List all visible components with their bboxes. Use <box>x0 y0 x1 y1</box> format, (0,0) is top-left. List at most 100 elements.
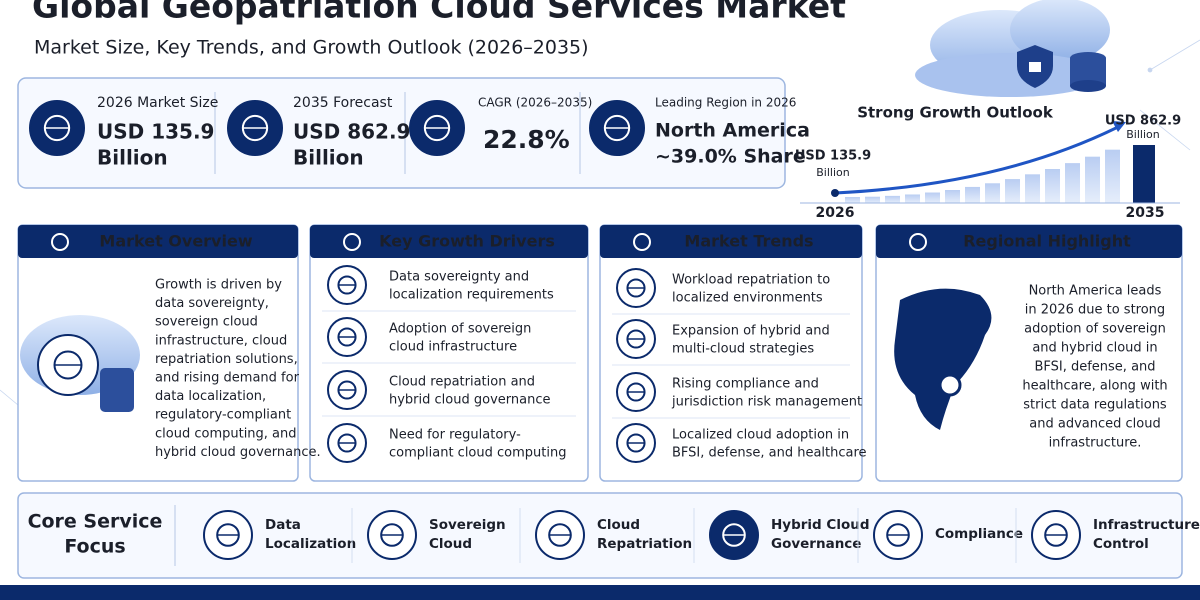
panel-item: cloud infrastructure <box>389 340 517 355</box>
panel-header <box>310 225 588 258</box>
stat-value: Billion <box>97 146 168 170</box>
stat-label: 2035 Forecast <box>293 95 393 111</box>
panel-title: Market Overview <box>99 232 252 251</box>
start-dot <box>831 189 839 197</box>
core-title: Core Service <box>28 511 163 533</box>
growth-bar <box>1025 174 1040 203</box>
core-item: Compliance <box>935 526 1023 542</box>
regional-line: infrastructure. <box>1049 436 1142 451</box>
overview-line: sovereign cloud <box>155 315 258 330</box>
regional-line: BFSI, defense, and <box>1034 360 1155 375</box>
panel-item: BFSI, defense, and healthcare <box>672 446 867 461</box>
panel-item: localized environments <box>672 291 823 306</box>
growth-end-value: USD 862.9 <box>1105 114 1181 129</box>
growth-bar <box>1065 163 1080 203</box>
core-item: Sovereign <box>429 517 506 533</box>
panel-item: Data sovereignty and <box>389 270 529 285</box>
panel-item: Cloud repatriation and <box>389 375 535 390</box>
panel-item: compliant cloud computing <box>389 446 566 461</box>
core-item: Hybrid Cloud <box>771 517 870 533</box>
panel-item: jurisdiction risk management <box>671 395 862 410</box>
growth-start-year: 2026 <box>816 205 855 221</box>
stat-label: Leading Region in 2026 <box>655 96 796 110</box>
stat-label: 2026 Market Size <box>97 95 218 111</box>
regional-line: adoption of sovereign <box>1024 322 1166 337</box>
overview-line: regulatory-compliant <box>155 408 291 423</box>
growth-end-year: 2035 <box>1126 205 1165 221</box>
stats-box <box>17 77 786 189</box>
regional-line: healthcare, along with <box>1022 379 1167 394</box>
map-art <box>894 288 992 430</box>
stat-value: USD 862.9 <box>293 120 410 144</box>
overview-line: infrastructure, cloud <box>155 333 287 348</box>
overview-line: repatriation solutions, <box>155 352 298 367</box>
growth-bar <box>905 194 920 203</box>
panel-header <box>876 225 1182 258</box>
footer-bar <box>0 585 1200 600</box>
core-item: Control <box>1093 536 1149 552</box>
growth-title: Strong Growth Outlook <box>857 104 1054 122</box>
cloud-illustration <box>915 0 1110 97</box>
regional-line: North America leads <box>1029 284 1162 299</box>
growth-bar <box>885 195 900 203</box>
growth-start-unit: Billion <box>816 166 850 179</box>
stat-value: Billion <box>293 146 364 170</box>
stat-value: ~39.0% Share <box>655 146 806 168</box>
growth-end-unit: Billion <box>1126 128 1160 141</box>
arrow-head <box>1112 121 1126 132</box>
panel-item: hybrid cloud governance <box>389 393 550 408</box>
map-pin <box>938 373 962 397</box>
panel-item: multi-cloud strategies <box>672 342 814 357</box>
panel-title: Market Trends <box>684 232 813 251</box>
core-item: Governance <box>771 536 861 552</box>
panel-header-icon <box>909 233 927 251</box>
core-item: Data <box>265 517 301 533</box>
panel-item: Adoption of sovereign <box>389 322 531 337</box>
overview-line: data sovereignty, <box>155 296 269 311</box>
regional-line: and advanced cloud <box>1029 417 1160 432</box>
overview-line: hybrid cloud governance. <box>155 445 321 460</box>
panel-item: Workload repatriation to <box>672 273 830 288</box>
panel-title: Regional Highlight <box>963 232 1131 251</box>
overview-line: Growth is driven by <box>155 278 282 293</box>
growth-bar <box>925 192 940 203</box>
growth-start-value: USD 135.9 <box>795 149 871 164</box>
overview-line: and rising demand for <box>155 371 300 386</box>
growth-bar <box>985 183 1000 203</box>
regional-line: in 2026 due to strong <box>1025 303 1165 318</box>
core-item: Repatriation <box>597 536 692 552</box>
growth-bar <box>1105 149 1120 203</box>
overview-line: cloud computing, and <box>155 426 297 441</box>
panel-header-icon <box>343 233 361 251</box>
panel-item: Rising compliance and <box>672 377 819 392</box>
stat-value: North America <box>655 120 810 142</box>
server-art <box>100 368 134 412</box>
panel-header <box>600 225 862 258</box>
title: Global Geopatriation Cloud Services Mark… <box>32 0 846 26</box>
growth-arrow <box>834 125 1119 195</box>
panel-title: Key Growth Drivers <box>379 232 555 251</box>
overview-line: data localization, <box>155 389 266 404</box>
panel-header-icon <box>633 233 651 251</box>
growth-bar <box>1133 145 1155 203</box>
core-item: Cloud <box>597 517 640 533</box>
panel-item: Localized cloud adoption in <box>672 428 849 443</box>
stat-label: CAGR (2026–2035) <box>478 96 592 110</box>
subtitle: Market Size, Key Trends, and Growth Outl… <box>34 37 589 59</box>
growth-bar <box>1005 179 1020 203</box>
core-item: Cloud <box>429 536 472 552</box>
growth-bar <box>1045 169 1060 203</box>
panel-item: Need for regulatory- <box>389 428 521 443</box>
growth-bar <box>865 196 880 203</box>
regional-line: strict data regulations <box>1023 398 1167 413</box>
panel-header <box>18 225 298 258</box>
panel-header-icon <box>51 233 69 251</box>
growth-bar <box>845 197 860 203</box>
core-item: Localization <box>265 536 356 552</box>
growth-bar <box>965 186 980 203</box>
regional-line: and hybrid cloud in <box>1032 341 1157 356</box>
growth-bar <box>945 190 960 203</box>
core-item: Infrastructure <box>1093 517 1200 533</box>
